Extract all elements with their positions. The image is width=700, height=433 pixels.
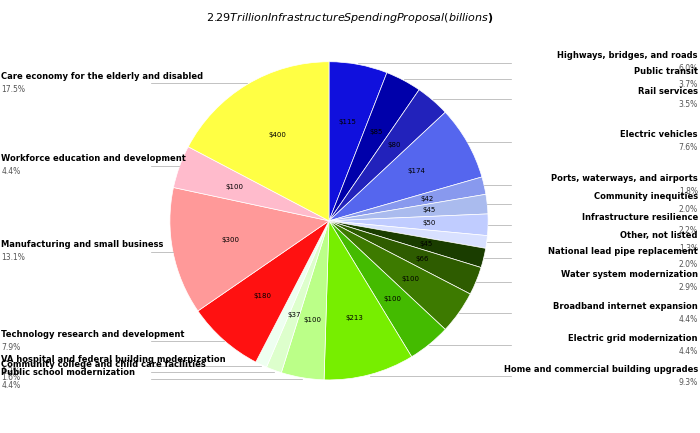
Wedge shape [256,221,329,367]
Text: $100: $100 [402,276,420,281]
Wedge shape [267,221,329,373]
Wedge shape [329,194,488,221]
Text: $45: $45 [420,241,433,247]
Wedge shape [281,221,329,380]
Text: 3.7%: 3.7% [678,80,698,89]
Text: Rail services: Rail services [638,87,698,97]
Text: $400: $400 [268,132,286,138]
Text: Home and commercial building upgrades: Home and commercial building upgrades [503,365,698,374]
Text: 9.3%: 9.3% [678,378,698,387]
Text: 1.8%: 1.8% [679,187,698,196]
Text: $80: $80 [388,142,401,148]
Text: 4.4%: 4.4% [1,381,21,390]
Text: Care economy for the elderly and disabled: Care economy for the elderly and disable… [1,72,204,81]
Text: $174: $174 [407,168,425,174]
Text: $85: $85 [370,129,383,135]
Text: $180: $180 [253,293,272,299]
Text: National lead pipe replacement: National lead pipe replacement [548,247,698,256]
Text: 1.3%: 1.3% [679,243,698,252]
Wedge shape [324,221,412,380]
Text: Community inequities: Community inequities [594,192,698,201]
Text: Public school modernization: Public school modernization [1,368,135,377]
Wedge shape [329,221,445,357]
Text: 4.4%: 4.4% [678,347,698,356]
Text: $45: $45 [422,207,435,213]
Text: Ports, waterways, and airports: Ports, waterways, and airports [551,174,698,183]
Wedge shape [329,112,482,221]
Text: $100: $100 [303,317,321,323]
Wedge shape [329,177,486,221]
Wedge shape [329,90,445,221]
Text: Public transit: Public transit [634,67,698,76]
Wedge shape [329,221,486,268]
Text: $2.29 Trillion Infrastructure Spending Proposal (billions $): $2.29 Trillion Infrastructure Spending P… [206,11,494,25]
Text: $115: $115 [339,120,356,125]
Text: Highways, bridges, and roads: Highways, bridges, and roads [557,52,698,60]
Text: 3.5%: 3.5% [678,100,698,110]
Text: 7.9%: 7.9% [1,343,21,352]
Text: Manufacturing and small business: Manufacturing and small business [1,240,164,249]
Text: $100: $100 [384,296,401,301]
Text: Technology research and development: Technology research and development [1,330,185,339]
Text: 1.2%: 1.2% [1,368,20,376]
Text: Infrastructure resilience: Infrastructure resilience [582,213,698,222]
Text: Electric grid modernization: Electric grid modernization [568,334,698,343]
Wedge shape [329,62,387,221]
Text: 4.4%: 4.4% [1,168,21,176]
Wedge shape [174,147,329,221]
Text: VA hospital and federal building modernization: VA hospital and federal building moderni… [1,355,226,364]
Text: 2.0%: 2.0% [679,260,698,269]
Text: Broadband internet expansion: Broadband internet expansion [553,302,698,311]
Text: $66: $66 [415,256,428,262]
Text: $213: $213 [346,315,363,321]
Text: $300: $300 [222,237,239,243]
Wedge shape [329,221,481,294]
Text: 7.6%: 7.6% [678,143,698,152]
Wedge shape [329,214,488,236]
Wedge shape [198,221,329,362]
Text: $37: $37 [288,312,301,318]
Text: Water system modernization: Water system modernization [561,270,698,279]
Text: 2.2%: 2.2% [679,226,698,235]
Wedge shape [329,221,487,249]
Wedge shape [329,73,419,221]
Text: Community college and child care facilities: Community college and child care facilit… [1,360,206,369]
Text: $100: $100 [226,184,244,190]
Text: 2.0%: 2.0% [679,205,698,214]
Text: 4.4%: 4.4% [678,315,698,324]
Wedge shape [170,187,329,311]
Wedge shape [329,221,470,330]
Text: 13.1%: 13.1% [1,253,25,262]
Text: 6.0%: 6.0% [678,64,698,73]
Text: Electric vehicles: Electric vehicles [620,130,698,139]
Text: 2.9%: 2.9% [679,283,698,292]
Text: 17.5%: 17.5% [1,84,25,94]
Wedge shape [188,62,329,221]
Text: Workforce education and development: Workforce education and development [1,155,186,164]
Text: Other, not listed: Other, not listed [620,231,698,239]
Text: 1.6%: 1.6% [1,373,20,382]
Text: $42: $42 [420,196,433,202]
Text: $50: $50 [423,220,436,226]
